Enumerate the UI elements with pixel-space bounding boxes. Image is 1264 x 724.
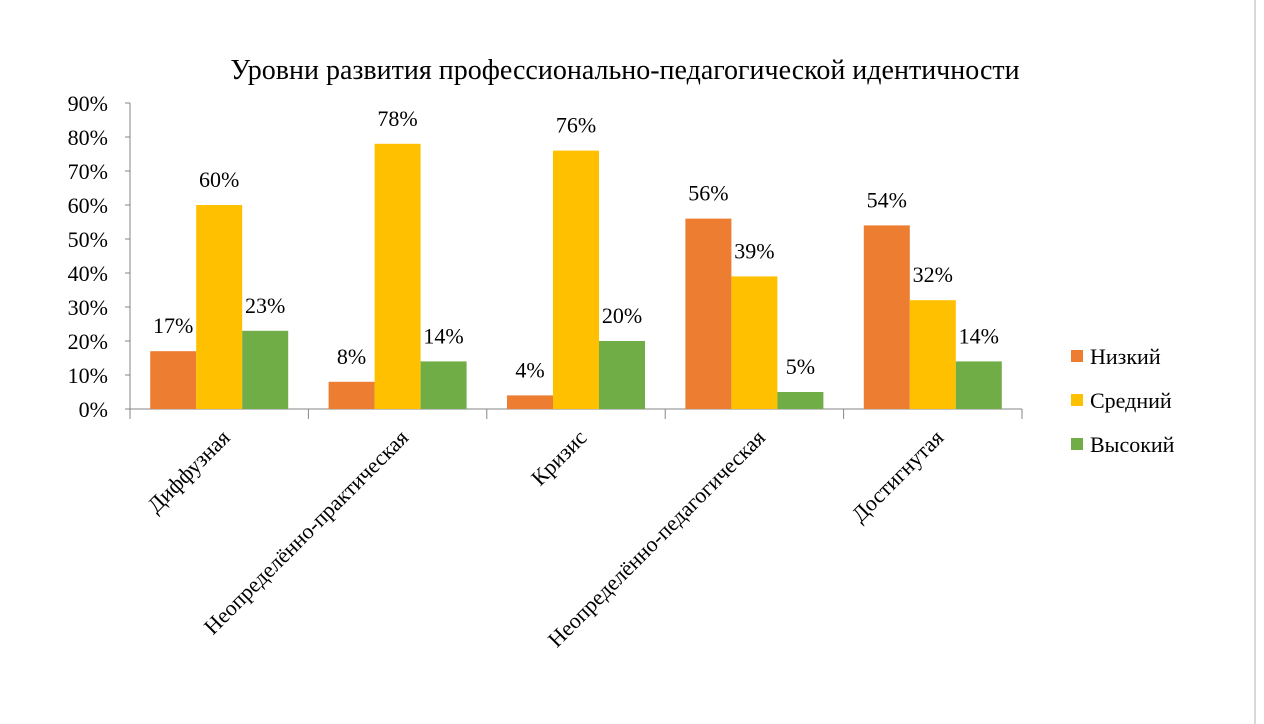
legend-swatch <box>1071 394 1083 406</box>
y-tick-label: 0% <box>79 397 108 422</box>
data-label: 23% <box>245 293 285 318</box>
y-tick-label: 40% <box>68 261 108 286</box>
data-label: 20% <box>602 303 642 328</box>
bar <box>420 361 467 409</box>
x-tick-label: Неопределённо-практическая <box>199 425 413 639</box>
legend-label: Низкий <box>1090 344 1161 369</box>
bar <box>955 361 1002 409</box>
bar <box>242 330 289 409</box>
data-label: 32% <box>913 262 953 287</box>
x-tick-label: Кризис <box>526 425 592 491</box>
legend-label: Средний <box>1090 388 1172 413</box>
legend-item: Низкий <box>1071 344 1161 369</box>
data-label: 60% <box>199 167 239 192</box>
data-label: 78% <box>377 106 417 131</box>
data-label: 76% <box>556 113 596 138</box>
bar <box>374 143 421 410</box>
legend-swatch <box>1071 438 1083 450</box>
bar <box>777 392 824 409</box>
data-label: 39% <box>734 238 774 263</box>
bar <box>599 341 645 409</box>
bar <box>328 381 375 409</box>
bar <box>731 276 778 409</box>
legend-swatch <box>1071 350 1083 362</box>
bar <box>553 150 599 409</box>
bar <box>196 205 243 409</box>
x-tick-label: Достигнутая <box>846 425 948 527</box>
y-tick-label: 30% <box>68 295 108 320</box>
bar <box>863 225 910 409</box>
bar <box>150 351 197 409</box>
bar <box>507 395 553 409</box>
x-axis <box>129 408 1023 419</box>
y-axis: 0% 10% 20% 30% 40% 50% 60% 70% 80% 90% <box>68 91 131 422</box>
data-label: 17% <box>153 313 193 338</box>
data-label: 54% <box>867 187 907 212</box>
data-label: 14% <box>423 323 463 348</box>
y-tick-label: 90% <box>68 91 108 116</box>
data-label: 8% <box>337 344 366 369</box>
legend-label: Высокий <box>1090 432 1175 457</box>
legend-item: Высокий <box>1071 432 1175 457</box>
chart-title: Уровни развития профессионально-педагоги… <box>230 55 1019 86</box>
data-label: 4% <box>515 357 544 382</box>
y-tick-label: 60% <box>68 193 108 218</box>
legend: Низкий Средний Высокий <box>1071 344 1175 457</box>
y-tick-label: 50% <box>68 227 108 252</box>
data-labels: 17% 60% 23% 8% 78% 14% 4% 76% 20% 56% 39% 5% 54% 32% 1… <box>153 106 999 383</box>
y-tick-label: 80% <box>68 125 108 150</box>
x-tick-label: Диффузная <box>142 425 235 518</box>
data-label: 5% <box>786 354 815 379</box>
y-tick-label: 70% <box>68 159 108 184</box>
y-tick-label: 10% <box>68 363 108 388</box>
slide-border <box>1254 0 1256 724</box>
data-label: 56% <box>688 181 728 206</box>
y-tick-label: 20% <box>68 329 108 354</box>
bars <box>150 143 1002 410</box>
x-tick-label: Неопределённо-педагогическая <box>543 425 770 652</box>
data-label: 14% <box>959 323 999 348</box>
bar <box>909 300 956 409</box>
bar <box>685 218 732 409</box>
legend-item: Средний <box>1071 388 1172 413</box>
